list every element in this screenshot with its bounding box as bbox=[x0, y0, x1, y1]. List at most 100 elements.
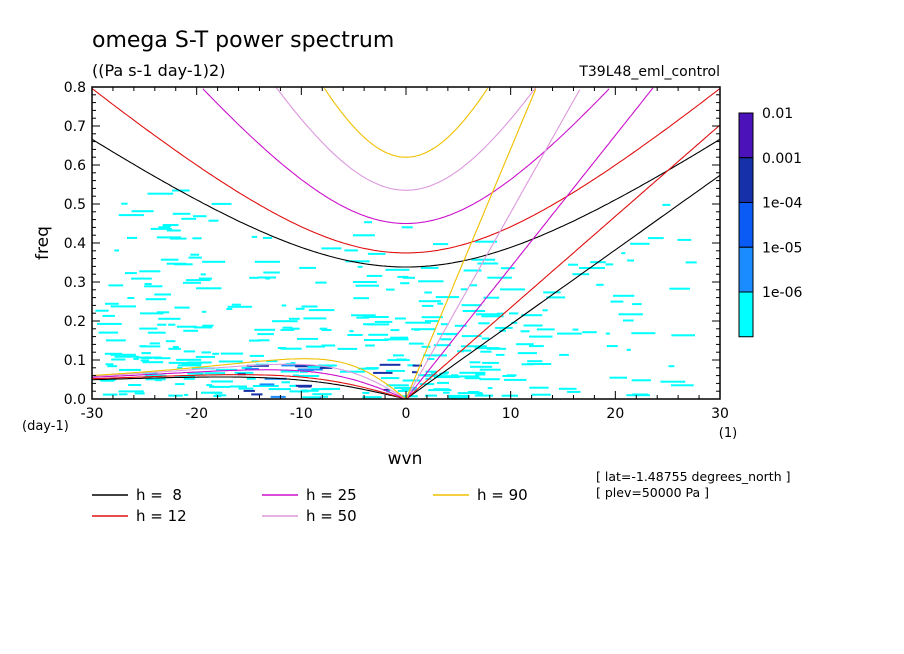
shading-cell bbox=[249, 354, 264, 357]
shading-cell bbox=[257, 333, 274, 336]
x-tick-label: -20 bbox=[185, 406, 208, 422]
shading-cell bbox=[252, 385, 279, 387]
shading-cell bbox=[251, 393, 263, 396]
shading-cell bbox=[193, 326, 213, 329]
shading-cell bbox=[295, 307, 305, 310]
shading-cell bbox=[174, 375, 196, 378]
shading-cell bbox=[558, 387, 577, 390]
shading-cell bbox=[181, 363, 202, 366]
colorbar-label: 1e-06 bbox=[762, 285, 802, 301]
shading-cell bbox=[290, 362, 296, 364]
colorbar-swatch bbox=[738, 157, 754, 203]
shading-cell bbox=[397, 390, 409, 392]
shading-cell bbox=[390, 329, 400, 332]
curve-rossby-h25 bbox=[91, 369, 407, 400]
shading-cell bbox=[460, 288, 468, 291]
shading-cell bbox=[139, 327, 158, 330]
shading-cell bbox=[407, 364, 416, 367]
shading-cell bbox=[118, 214, 144, 217]
shading-cell bbox=[457, 392, 483, 395]
shading-cell bbox=[281, 304, 287, 307]
shading-cell bbox=[481, 315, 504, 318]
shading-cell bbox=[95, 309, 109, 312]
curve-kelvin-h25 bbox=[405, 87, 654, 400]
shading-cell bbox=[147, 331, 160, 334]
shading-cell bbox=[141, 357, 153, 359]
shading-cell bbox=[481, 337, 490, 340]
shading-cell bbox=[437, 332, 458, 335]
shading-cell bbox=[280, 328, 295, 331]
y-tick-label: 0.0 bbox=[64, 392, 86, 408]
shading-cell bbox=[443, 391, 450, 394]
shading-cell bbox=[149, 342, 160, 345]
shading-cell bbox=[374, 320, 393, 323]
shading-cell bbox=[100, 379, 115, 382]
shading-cell bbox=[385, 268, 410, 271]
y-tick-label: 0.5 bbox=[64, 197, 86, 213]
shading-cell bbox=[305, 345, 325, 348]
shading-cell bbox=[312, 393, 332, 396]
shading-cell bbox=[254, 260, 280, 263]
shading-cell bbox=[118, 390, 144, 393]
shading-cell bbox=[412, 371, 418, 374]
shading-cell bbox=[187, 361, 212, 364]
shading-cell bbox=[303, 317, 327, 320]
shading-cell bbox=[140, 345, 161, 348]
shading-cell bbox=[209, 385, 231, 388]
shading-cell bbox=[259, 383, 275, 386]
shading-cell bbox=[480, 350, 492, 353]
shading-cell bbox=[501, 394, 518, 397]
shading-cell bbox=[460, 345, 487, 348]
shading-cell bbox=[509, 312, 519, 315]
shading-cell bbox=[618, 313, 643, 316]
shading-cell bbox=[425, 374, 442, 377]
shading-cell bbox=[479, 368, 501, 371]
shading-cell bbox=[206, 384, 212, 387]
colorbar-swatch bbox=[738, 202, 754, 248]
shading-cell bbox=[418, 300, 441, 303]
shading-cell bbox=[147, 192, 174, 195]
shading-cell bbox=[424, 291, 432, 294]
legend-label: h = 90 bbox=[477, 486, 528, 504]
shading-cell bbox=[131, 210, 154, 213]
y-tick-label: 0.7 bbox=[64, 119, 86, 135]
shading-cell bbox=[157, 323, 167, 326]
shading-cell bbox=[395, 317, 406, 320]
shading-cell bbox=[479, 378, 500, 381]
shading-cell bbox=[451, 374, 459, 377]
shading-cell bbox=[461, 335, 482, 338]
shading-cell bbox=[368, 252, 386, 255]
shading-cell bbox=[440, 323, 449, 326]
shading-cell bbox=[421, 316, 443, 319]
shading-cell bbox=[246, 377, 256, 380]
shading-cell bbox=[300, 389, 319, 392]
shading-cell bbox=[670, 384, 694, 387]
shading-cell bbox=[455, 375, 480, 378]
shading-cell bbox=[294, 375, 320, 377]
shading-cell bbox=[529, 345, 544, 348]
shading-cell bbox=[321, 344, 336, 347]
shading-cell bbox=[411, 328, 436, 331]
shading-cell bbox=[425, 394, 437, 397]
shading-cell bbox=[102, 393, 118, 396]
x-tick-label: -30 bbox=[81, 406, 104, 422]
shading-cell bbox=[272, 320, 298, 323]
axis-ticks: -30 -20 -10 0 10 20 30 0.0 0.1 0.2 0.3 0.4 0.5 0.6 0.7… bbox=[64, 80, 729, 422]
shading-cell bbox=[474, 394, 494, 397]
shading-cell bbox=[121, 202, 128, 205]
shading-cell bbox=[662, 203, 671, 206]
shading-cell bbox=[114, 249, 119, 252]
shading-cell bbox=[572, 328, 579, 331]
shading-cell bbox=[408, 342, 424, 345]
shading-cell bbox=[394, 386, 417, 389]
shading-cell bbox=[319, 366, 333, 369]
shading-cell bbox=[175, 383, 185, 386]
shading-cell bbox=[268, 388, 291, 391]
shading-cell bbox=[263, 271, 280, 274]
shading-cell bbox=[243, 389, 255, 392]
shading-cell bbox=[322, 395, 328, 398]
shading-cell bbox=[290, 327, 300, 330]
shading-cell bbox=[281, 381, 290, 384]
